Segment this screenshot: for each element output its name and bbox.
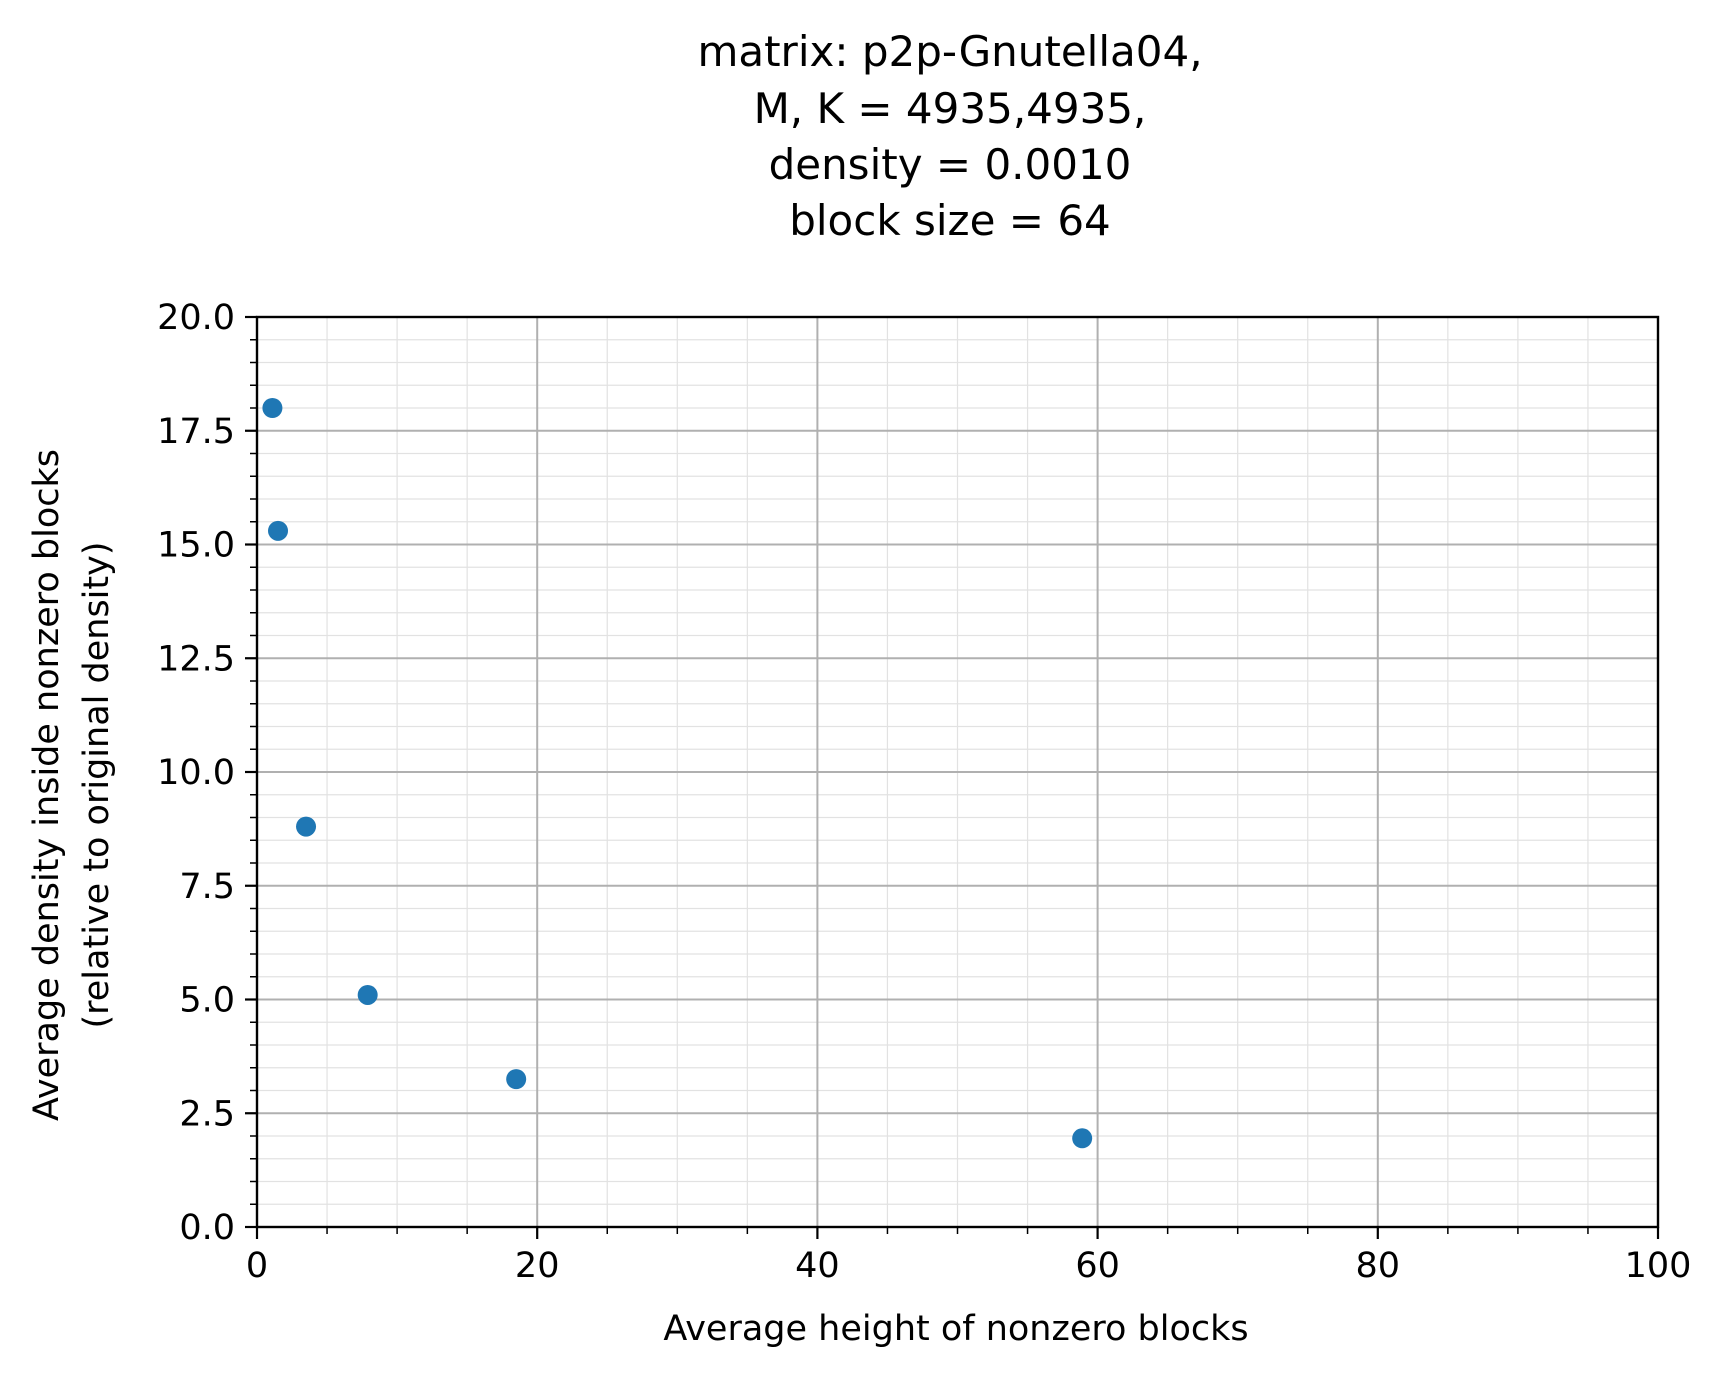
x-tick-label: 60: [1075, 1246, 1120, 1286]
x-tick-label: 100: [1625, 1246, 1692, 1286]
x-tick-label: 40: [795, 1246, 840, 1286]
x-tick-labels: 0 20 40 60 80 100: [246, 1246, 1692, 1286]
x-tick-label: 80: [1356, 1246, 1401, 1286]
data-point: [1072, 1128, 1093, 1149]
y-axis-label: Average density inside nonzero blocks (r…: [27, 449, 117, 1121]
y-axis-label-line: Average density inside nonzero blocks: [27, 449, 67, 1121]
data-point: [506, 1069, 527, 1090]
data-point: [357, 984, 378, 1005]
y-tick-label: 20.0: [157, 298, 235, 338]
axis-ticks: [245, 315, 1660, 1239]
y-tick-label: 15.0: [157, 526, 235, 566]
y-tick-label: 12.5: [157, 639, 235, 679]
y-tick-label: 17.5: [157, 412, 235, 452]
y-tick-labels: 0.0 2.5 5.0 7.5 10.0 12.5 15.0 17.5 20.0: [157, 298, 235, 1248]
y-axis-label-line: (relative to original density): [77, 542, 117, 1029]
data-point: [262, 398, 283, 418]
data-point: [296, 816, 317, 837]
x-tick-label: 0: [246, 1246, 268, 1286]
y-tick-label: 0.0: [179, 1208, 235, 1248]
title-line: density = 0.0010: [769, 140, 1132, 189]
y-tick-label: 5.0: [179, 981, 235, 1021]
x-tick-label: 20: [515, 1246, 560, 1286]
chart-title: matrix: p2p-Gnutella04, M, K = 4935,4935…: [697, 27, 1202, 245]
plot-frame: [255, 315, 1660, 1229]
data-points: [262, 398, 1093, 1149]
y-tick-label: 2.5: [179, 1094, 235, 1134]
data-point: [268, 520, 289, 541]
title-line: M, K = 4935,4935,: [754, 84, 1147, 133]
y-tick-label: 7.5: [179, 867, 235, 907]
title-line: matrix: p2p-Gnutella04,: [697, 27, 1202, 76]
y-tick-label: 10.0: [157, 753, 235, 793]
title-line: block size = 64: [789, 196, 1111, 245]
x-axis-label: Average height of nonzero blocks: [663, 1309, 1248, 1349]
